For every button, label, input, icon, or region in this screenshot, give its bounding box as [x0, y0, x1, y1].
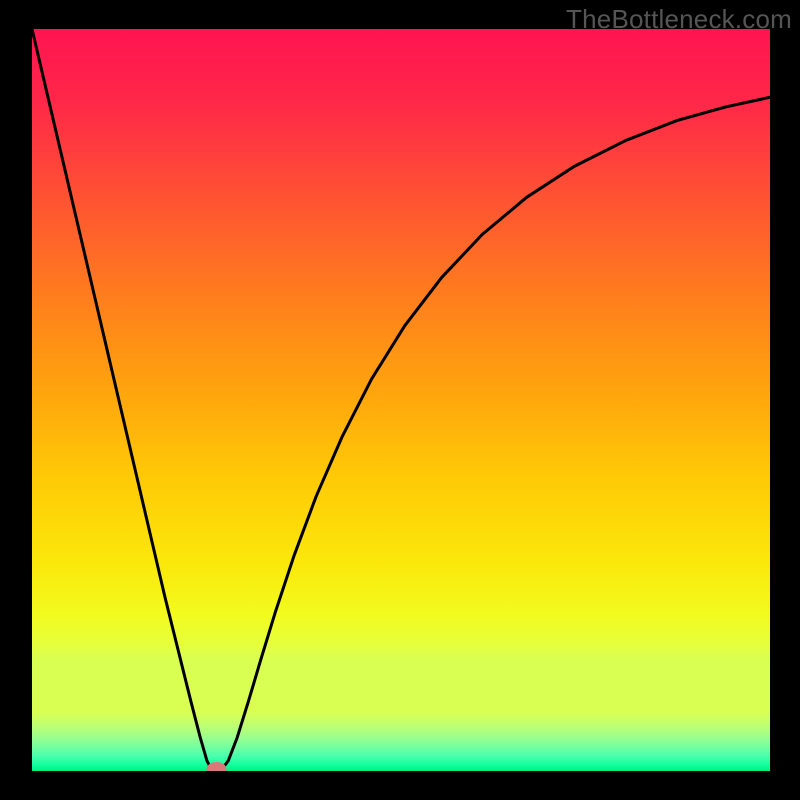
plot-area — [32, 29, 770, 771]
watermark-text: TheBottleneck.com — [566, 4, 792, 35]
gradient-background — [32, 29, 770, 771]
chart-container: TheBottleneck.com — [0, 0, 800, 800]
chart-svg — [32, 29, 770, 771]
